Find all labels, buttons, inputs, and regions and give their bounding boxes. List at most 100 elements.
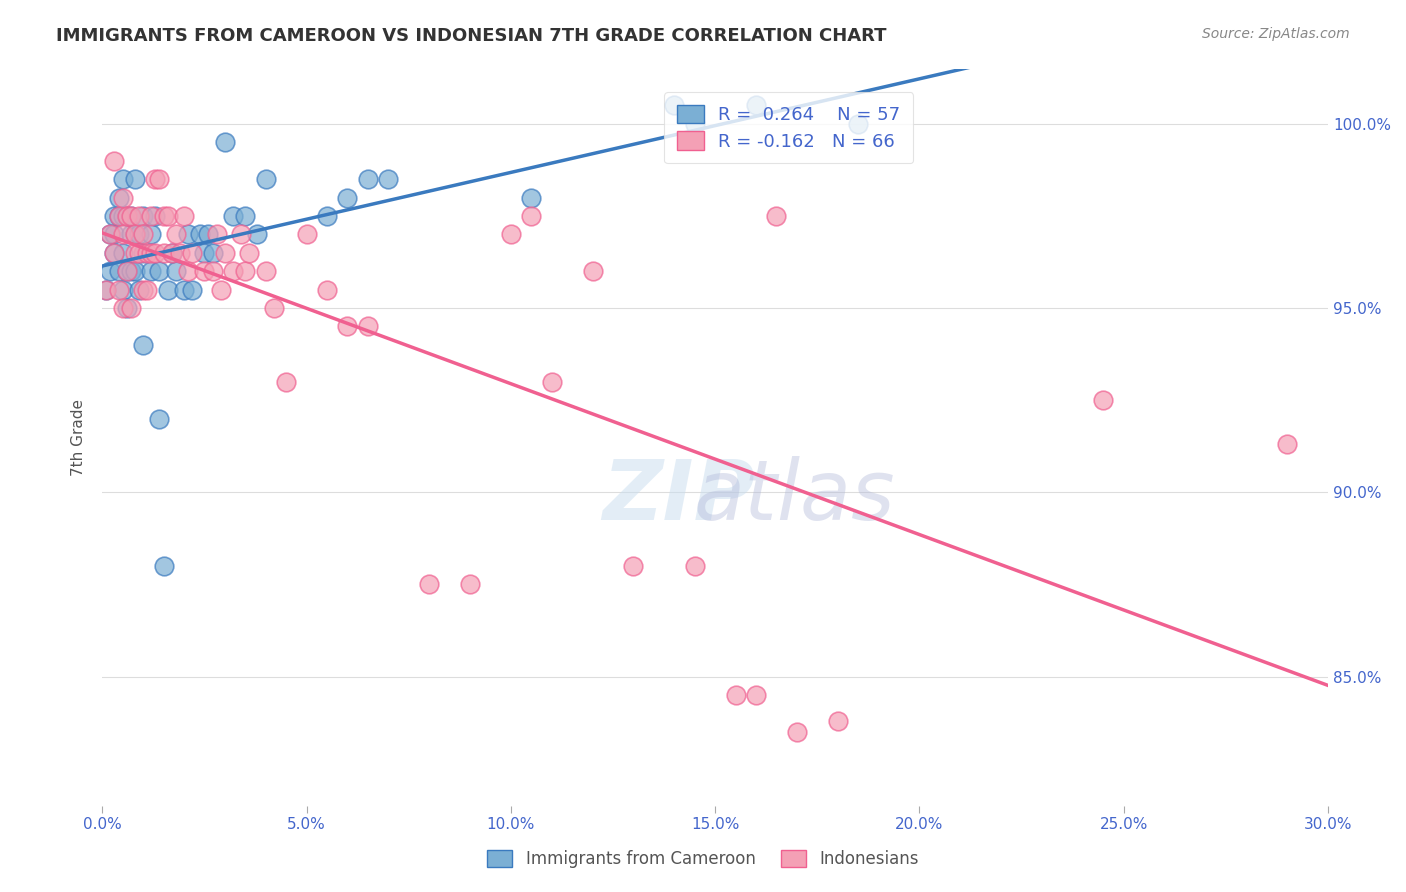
Point	[107, 190, 129, 204]
Point	[177, 227, 200, 242]
Point	[120, 301, 142, 315]
Point	[115, 264, 138, 278]
Point	[765, 209, 787, 223]
Point	[165, 227, 187, 242]
Point	[128, 245, 150, 260]
Point	[107, 209, 129, 223]
Point	[152, 245, 174, 260]
Point	[295, 227, 318, 242]
Point	[115, 301, 138, 315]
Point	[132, 338, 155, 352]
Point	[148, 264, 170, 278]
Point	[197, 227, 219, 242]
Point	[124, 227, 146, 242]
Point	[201, 264, 224, 278]
Point	[458, 577, 481, 591]
Point	[120, 264, 142, 278]
Point	[193, 264, 215, 278]
Point	[188, 227, 211, 242]
Point	[107, 283, 129, 297]
Point	[103, 153, 125, 168]
Point	[143, 209, 166, 223]
Point	[103, 245, 125, 260]
Point	[111, 190, 134, 204]
Point	[111, 245, 134, 260]
Point	[336, 190, 359, 204]
Point	[141, 245, 163, 260]
Point	[316, 209, 339, 223]
Point	[581, 264, 603, 278]
Point	[201, 245, 224, 260]
Point	[148, 172, 170, 186]
Point	[664, 98, 686, 112]
Point	[120, 209, 142, 223]
Point	[103, 245, 125, 260]
Point	[111, 283, 134, 297]
Point	[233, 264, 256, 278]
Point	[115, 209, 138, 223]
Point	[169, 245, 191, 260]
Point	[623, 559, 645, 574]
Point	[254, 264, 277, 278]
Point	[336, 319, 359, 334]
Point	[827, 714, 849, 728]
Point	[377, 172, 399, 186]
Point	[111, 172, 134, 186]
Point	[124, 264, 146, 278]
Point	[160, 245, 183, 260]
Point	[132, 227, 155, 242]
Point	[111, 227, 134, 242]
Point	[193, 245, 215, 260]
Point	[143, 245, 166, 260]
Point	[745, 98, 768, 112]
Point	[156, 209, 179, 223]
Point	[181, 245, 204, 260]
Point	[100, 227, 122, 242]
Point	[499, 227, 522, 242]
Point	[173, 283, 195, 297]
Y-axis label: 7th Grade: 7th Grade	[72, 399, 86, 475]
Point	[357, 319, 380, 334]
Point	[231, 227, 253, 242]
Point	[115, 264, 138, 278]
Point	[132, 245, 155, 260]
Point	[222, 209, 245, 223]
Point	[520, 209, 543, 223]
Point	[141, 209, 163, 223]
Point	[205, 227, 228, 242]
Point	[254, 172, 277, 186]
Point	[246, 227, 269, 242]
Legend: Immigrants from Cameroon, Indonesians: Immigrants from Cameroon, Indonesians	[481, 843, 925, 875]
Point	[103, 227, 125, 242]
Point	[683, 117, 706, 131]
Point	[160, 245, 183, 260]
Point	[214, 135, 236, 149]
Point	[120, 227, 142, 242]
Point	[177, 264, 200, 278]
Point	[100, 227, 122, 242]
Point	[152, 559, 174, 574]
Point	[152, 209, 174, 223]
Point	[540, 375, 562, 389]
Point	[96, 283, 118, 297]
Point	[111, 301, 134, 315]
Text: ZIP: ZIP	[602, 456, 755, 536]
Point	[165, 264, 187, 278]
Point	[107, 209, 129, 223]
Point	[100, 264, 122, 278]
Point	[156, 283, 179, 297]
Point	[115, 209, 138, 223]
Point	[238, 245, 260, 260]
Point	[316, 283, 339, 297]
Point	[124, 227, 146, 242]
Point	[222, 264, 245, 278]
Point	[148, 411, 170, 425]
Point	[263, 301, 285, 315]
Point	[1092, 393, 1115, 408]
Point	[683, 559, 706, 574]
Point	[786, 725, 808, 739]
Point	[724, 688, 747, 702]
Point	[173, 209, 195, 223]
Point	[124, 245, 146, 260]
Point	[274, 375, 297, 389]
